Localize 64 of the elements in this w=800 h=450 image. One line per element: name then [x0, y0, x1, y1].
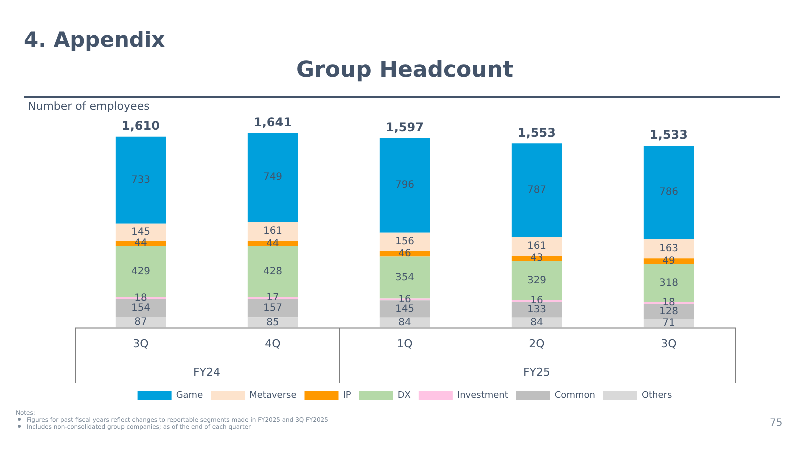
- data-label: 787: [527, 184, 547, 196]
- legend-label: Metaverse: [250, 390, 298, 401]
- data-label: 44: [134, 238, 148, 250]
- data-label: 18: [134, 292, 148, 304]
- data-label: 154: [131, 302, 151, 314]
- bar: [644, 146, 694, 240]
- bar: [380, 138, 430, 233]
- data-label: 133: [527, 304, 547, 316]
- bar: [644, 258, 694, 264]
- data-label: 128: [659, 306, 679, 318]
- total-label: 1,610: [122, 119, 160, 134]
- legend-label: Investment: [457, 390, 509, 401]
- data-label: 161: [263, 226, 283, 238]
- total-label: 1,553: [518, 126, 556, 140]
- bar: [248, 299, 298, 318]
- data-label: 145: [395, 304, 415, 315]
- data-label: 17: [266, 292, 280, 304]
- x-tick-label: 1Q: [397, 337, 414, 350]
- data-label: 84: [530, 317, 544, 328]
- total-label: 1,533: [650, 128, 688, 142]
- text: FY24: [193, 366, 221, 379]
- data-label: 44: [266, 238, 280, 250]
- x-tick-label: 3Q: [133, 337, 150, 350]
- total-label: 1,597: [386, 120, 424, 135]
- data-label: 71: [662, 318, 676, 330]
- data-label: 354: [395, 272, 415, 284]
- data-label: 85: [266, 317, 280, 328]
- bar: [248, 241, 298, 246]
- data-label: 786: [659, 187, 679, 198]
- data-label: 329: [527, 275, 547, 286]
- bar: [116, 136, 166, 224]
- data-label: 145: [131, 227, 151, 238]
- data-label: 749: [263, 172, 283, 184]
- data-label: 84: [398, 317, 412, 328]
- legend-label: DX: [398, 390, 411, 401]
- data-label: 16: [398, 294, 412, 306]
- legend-label: Others: [642, 390, 672, 401]
- total-label: 1,641: [254, 115, 292, 130]
- bar: [248, 133, 298, 222]
- x-tick-label: 3Q: [661, 337, 678, 350]
- data-label: 796: [395, 180, 415, 192]
- bar: [512, 302, 562, 318]
- y-axis-title: Number of employees: [28, 100, 150, 113]
- bar: [512, 144, 562, 237]
- data-label: 157: [263, 303, 283, 314]
- legend-label: Game: [176, 390, 204, 401]
- data-label: 733: [131, 174, 151, 186]
- legend-label: Common: [554, 390, 596, 401]
- bar: [644, 304, 694, 320]
- text: 4. Appendix: [24, 28, 166, 52]
- data-label: 87: [134, 317, 148, 328]
- data-label: 428: [263, 266, 283, 278]
- data-label: 429: [131, 266, 151, 278]
- chart-title: Group Headcount: [296, 58, 514, 83]
- legend-label: IP: [343, 390, 352, 401]
- x-tick-label: 2Q: [529, 337, 546, 350]
- data-label: 49: [662, 256, 676, 268]
- data-label: 156: [395, 236, 415, 248]
- data-label: 318: [659, 278, 679, 289]
- data-label: 161: [527, 241, 547, 252]
- x-tick-label: 4Q: [265, 337, 282, 350]
- data-label: 163: [659, 243, 679, 254]
- text: FY25: [523, 366, 551, 379]
- text: 75: [770, 418, 783, 429]
